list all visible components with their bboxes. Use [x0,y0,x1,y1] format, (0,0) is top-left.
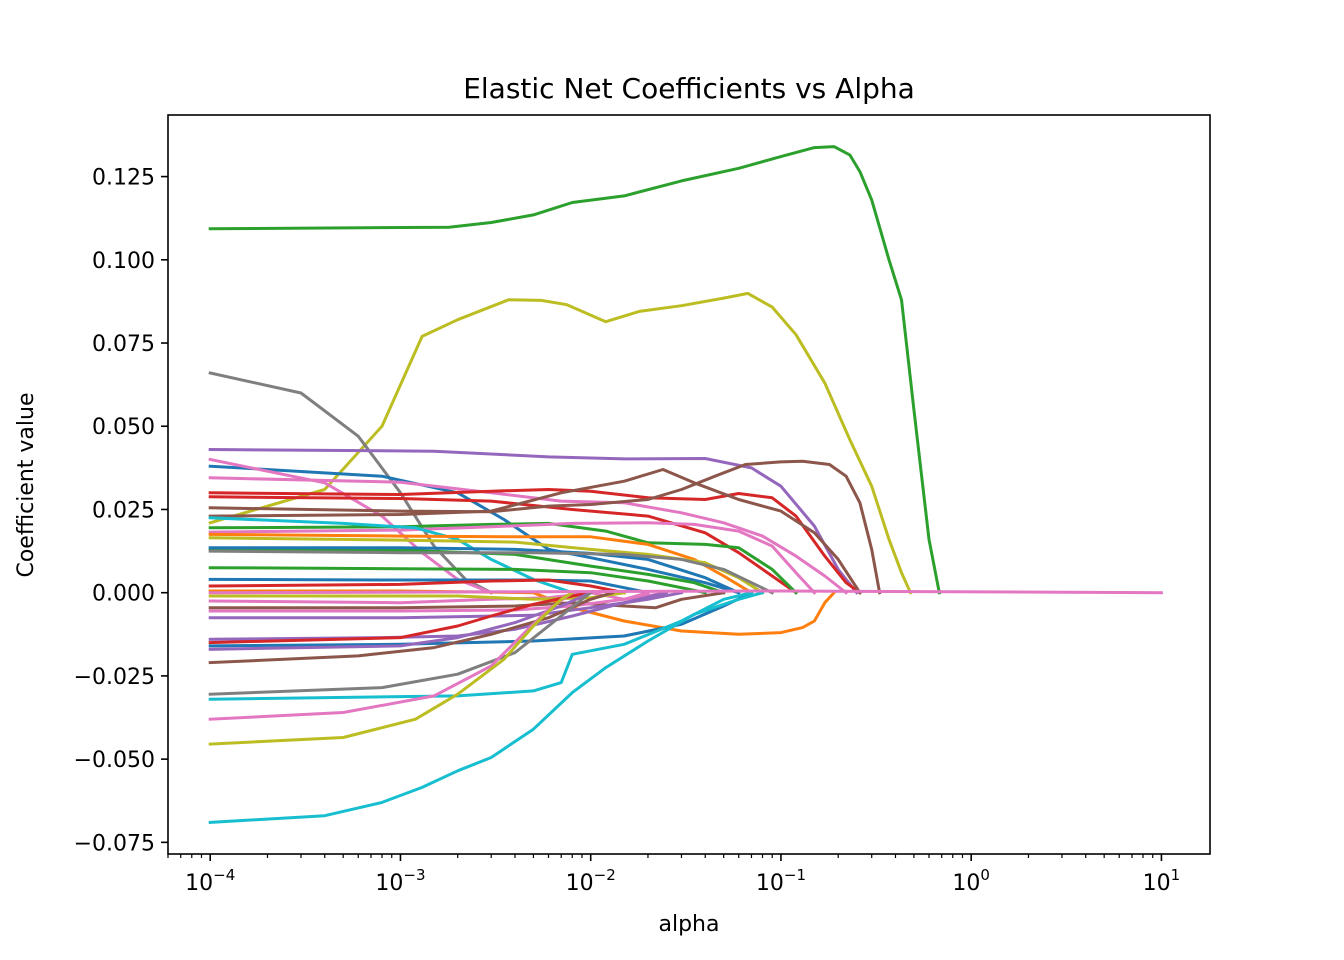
y-axis-label: Coefficient value [14,392,39,577]
x-tick-label: 101 [1143,866,1181,896]
series-line-15 [208,532,754,595]
x-tick-label: 10−3 [375,866,425,896]
y-tick-label: −0.025 [74,665,155,690]
plot-area-frame [167,114,1211,855]
series-line-39 [208,589,1163,595]
y-tick-label: 0.125 [92,166,155,191]
series-line-5 [208,464,741,595]
y-tick-label: 0.025 [92,498,155,523]
series-line-34 [208,590,593,696]
series-line-28 [208,590,669,613]
series-line-36 [208,590,575,721]
series-line-33 [208,590,615,665]
series-line-17 [208,547,726,595]
series-group [208,145,1163,824]
series-line-32 [208,590,593,651]
y-tick-label: 0.000 [92,582,155,607]
series-line-11 [208,468,862,595]
series-line-19 [208,549,775,595]
y-tick-label: 0.050 [92,415,155,440]
series-line-2 [208,291,913,595]
series-line-35 [208,590,754,701]
x-tick-label: 10−1 [756,866,806,896]
x-tick-label: 10−2 [566,866,616,896]
series-line-12 [208,521,799,595]
y-tick-label: −0.075 [74,831,155,856]
series-line-38 [208,590,765,824]
series-line-31 [208,590,593,645]
series-line-10 [208,459,882,595]
chart-title: Elastic Net Coefficients vs Alpha [463,72,915,105]
x-axis-ticks: 10−4 10−3 10−2 10−1 100 101 [167,854,1181,896]
series-line-26 [208,590,726,610]
series-line-7 [208,476,849,595]
x-tick-label: 100 [952,866,990,896]
series-line-3 [208,371,494,595]
series-line-30 [208,590,754,648]
series-line-22 [208,578,626,595]
y-tick-label: 0.075 [92,332,155,357]
series-line-1 [208,145,942,595]
series-line-13 [208,521,817,595]
y-tick-label: −0.050 [74,748,155,773]
series-line-9 [208,495,799,595]
y-tick-label: 0.100 [92,249,155,274]
series-line-8 [208,488,862,595]
series-line-20 [208,566,707,595]
x-axis-label: alpha [659,912,720,937]
series-line-37 [208,590,575,746]
y-axis-ticks: 0.125 0.100 0.075 0.050 0.025 0.000 −0.025 −0.0… [74,166,168,856]
x-tick-label: 10−4 [185,866,235,896]
